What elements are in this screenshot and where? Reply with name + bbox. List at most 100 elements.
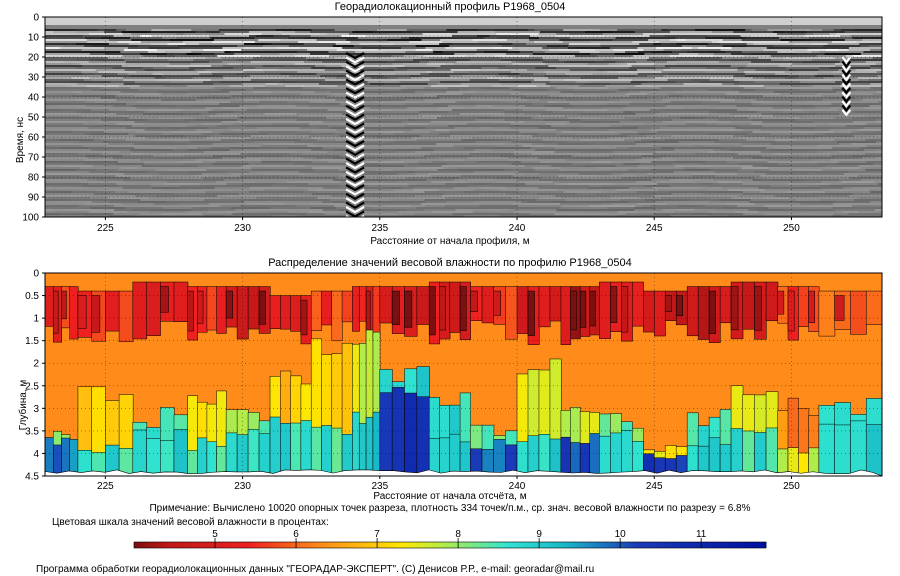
moisture-cell [352,286,360,332]
moisture-cell [52,444,63,476]
gpr-trace-segment [541,113,581,115]
gpr-y-tick-label: 60 [28,133,40,144]
gpr-trace-segment [527,89,549,91]
gpr-trace-segment [845,55,854,57]
gpr-trace-segment [848,57,874,59]
gpr-trace-segment [589,197,612,199]
gpr-trace-segment [361,63,394,65]
gpr-trace-segment [413,59,437,61]
gpr-trace-segment [780,143,819,145]
gpr-trace-segment [745,135,790,137]
gpr-trace-segment [676,57,694,59]
gpr-trace-segment [485,69,494,71]
gpr-trace-segment [407,157,418,159]
gpr-trace-segment [860,45,870,47]
colorbar-segment [372,542,375,548]
colorbar-segment [248,542,251,548]
gpr-trace-segment [104,31,123,33]
gpr-x-axis-label: Расстояние от начала профиля, м [370,236,530,247]
gpr-trace-segment [534,163,547,165]
colorbar-segment [254,542,257,548]
gpr-trace-segment [790,35,805,37]
gpr-trace-segment [272,149,312,151]
gpr-trace-segment [45,177,66,179]
gpr-trace-segment [523,203,561,205]
gpr-trace-segment [835,91,849,93]
colorbar-segment [764,542,767,548]
gpr-trace-segment [714,141,754,143]
gpr-trace-segment [117,41,142,43]
gpr-trace-segment [363,87,400,89]
gpr-trace-segment [477,35,490,37]
gpr-trace-segment [196,119,238,121]
moisture-cell [280,295,292,330]
gpr-trace-segment [196,147,211,149]
colorbar-segment [168,542,171,548]
gpr-trace-segment [45,99,76,101]
gpr-trace-segment [45,171,90,173]
gpr-trace-segment [521,97,564,99]
gpr-trace-segment [505,207,538,209]
gpr-trace-segment [437,157,469,159]
gpr-trace-segment [392,63,404,65]
gpr-trace-segment [862,39,882,41]
gpr-trace-segment [481,111,505,113]
moisture-y-tick-label: 2.5 [25,381,39,392]
gpr-trace-segment [875,119,882,121]
gpr-trace-segment [72,91,83,93]
gpr-trace-segment [691,93,699,95]
gpr-trace-segment [597,215,620,217]
gpr-trace-segment [790,187,822,189]
gpr-trace-segment [68,209,115,211]
gpr-trace-segment [550,161,581,163]
gpr-trace-segment [635,143,647,145]
gpr-trace-segment [134,95,159,97]
gpr-trace-segment [212,155,243,157]
gpr-trace-segment [258,39,281,41]
moisture-cell [449,433,461,476]
gpr-trace-segment [784,57,812,59]
gpr-trace-segment [569,69,598,71]
gpr-trace-segment [45,207,91,209]
gpr-trace-segment [265,85,286,87]
colorbar-segment [654,542,657,548]
gpr-trace-segment [744,149,771,151]
gpr-trace-segment [542,47,569,49]
gpr-trace-segment [807,101,844,103]
gpr-trace-segment [313,143,360,145]
gpr-trace-segment [240,175,271,177]
gpr-trace-segment [215,161,262,163]
gpr-trace-segment [614,167,654,169]
gpr-trace-segment [64,61,90,63]
gpr-trace-segment [356,73,396,75]
gpr-trace-segment [304,37,326,39]
gpr-trace-segment [853,121,878,123]
gpr-trace-segment [57,201,93,203]
gpr-trace-segment [701,159,722,161]
gpr-trace-segment [554,151,581,153]
gpr-trace-segment [528,29,536,31]
colorbar-segment [616,542,619,548]
gpr-trace-segment [496,33,540,35]
gpr-trace-segment [617,29,662,31]
gpr-trace-segment [784,71,796,73]
gpr-trace-segment [654,195,672,197]
gpr-trace-segment [143,123,161,125]
gpr-trace-segment [419,111,449,113]
gpr-trace-segment [785,67,820,69]
gpr-trace-segment [307,49,338,51]
gpr-trace-segment [554,147,599,149]
gpr-trace-segment [559,135,587,137]
gpr-trace-segment [516,87,557,89]
gpr-trace-segment [664,35,709,37]
gpr-trace-segment [300,111,324,113]
moisture-cell [754,286,762,331]
gpr-trace-segment [383,75,411,77]
gpr-trace-segment [817,137,837,139]
gpr-trace-segment [702,131,711,133]
colorbar-segment [724,542,727,548]
gpr-trace-segment [697,47,733,49]
colorbar-segment [186,542,189,548]
gpr-trace-segment [84,163,116,165]
colorbar-segment [536,542,539,548]
